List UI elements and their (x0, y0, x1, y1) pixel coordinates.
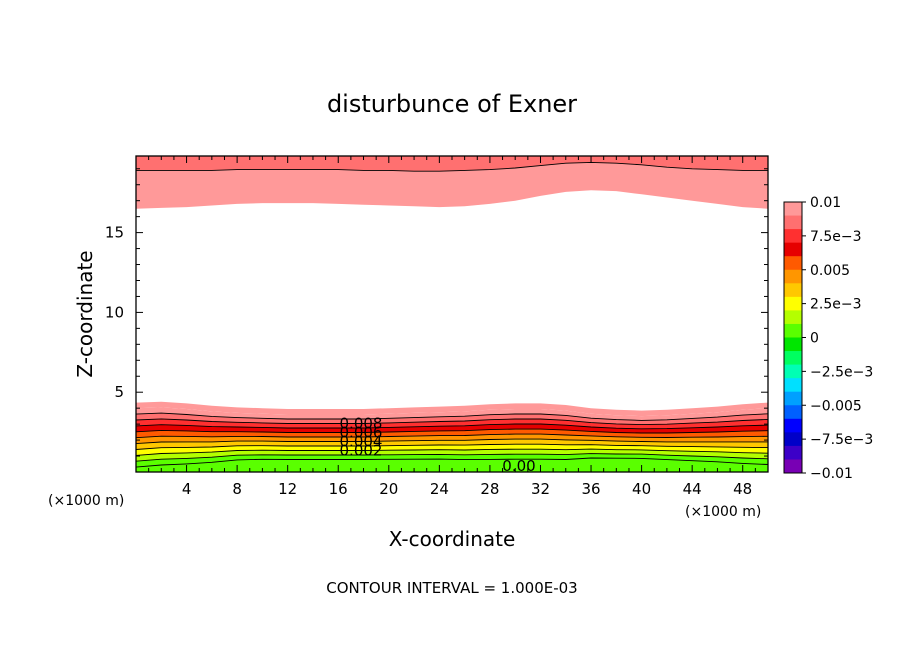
contour-label: 0.008 (340, 415, 383, 433)
colorbar-label: −0.005 (810, 398, 862, 414)
contour-label: 0.004 (340, 433, 383, 451)
contour-line (135, 453, 769, 462)
colorbar-swatch (784, 283, 802, 298)
colorbar-swatch (784, 378, 802, 393)
contour-band (136, 413, 768, 425)
contour-line (135, 448, 769, 456)
colorbar-swatch (784, 364, 802, 379)
x-tick-label: 28 (480, 480, 499, 498)
x-axis: 4 8 12 16 20 24 28 32 36 40 44 48 (148, 156, 756, 498)
colorbar-label: −2.5e−3 (810, 364, 873, 380)
colorbar-swatch (784, 337, 802, 352)
x-tick-label: 8 (232, 480, 242, 498)
contour-band (136, 424, 768, 433)
contour-line (135, 423, 769, 430)
contour-line (135, 443, 769, 450)
contour-label: 0.002 (340, 442, 383, 460)
contour-band (136, 401, 768, 417)
x-tick-label: 32 (531, 480, 550, 498)
y-tick-label: 10 (105, 303, 124, 321)
contour-line (135, 438, 768, 445)
colorbar-swatch (784, 202, 802, 216)
x-tick-label: 40 (632, 480, 651, 498)
y-axis: 5 10 15 (105, 168, 768, 457)
colorbar-swatch (784, 445, 802, 460)
y-axis-title: Z-coordinate (73, 250, 97, 377)
x-tick-label: 4 (182, 480, 192, 498)
colorbar-swatch (784, 296, 802, 311)
x-tick-label: 20 (379, 480, 398, 498)
contour-band (136, 449, 768, 462)
contour-fills (136, 156, 768, 472)
colorbar-swatch (784, 242, 802, 257)
colorbar-swatch (784, 351, 802, 365)
contour-line (135, 457, 769, 468)
x-tick-label: 44 (683, 480, 702, 498)
colorbar-swatch (784, 405, 802, 420)
colorbar-label: 0 (810, 331, 819, 347)
contour-band (136, 407, 768, 421)
contour-label: 0.006 (340, 424, 383, 442)
x-axis-title: X-coordinate (389, 527, 516, 551)
colorbar-swatch (784, 418, 802, 433)
colorbar-swatch (784, 229, 802, 244)
colorbar: 0.01 7.5e−3 0.005 2.5e−3 0 −2.5e−3 −0.005 −7.5e… (783, 195, 873, 482)
contour-line (136, 161, 768, 172)
contour-line (135, 418, 769, 426)
colorbar-label: 7.5e−3 (810, 229, 862, 245)
colorbar-label: 0.01 (810, 195, 841, 211)
colorbar-swatch (784, 269, 802, 284)
contour-band (136, 418, 768, 429)
x-axis-unit: (×1000 m) (685, 504, 761, 520)
y-tick-label: 5 (114, 383, 124, 401)
colorbar-swatch (784, 310, 802, 325)
colorbar-label: 0.005 (810, 263, 850, 279)
y-axis-unit: (×1000 m) (48, 493, 124, 509)
colorbar-label: −7.5e−3 (810, 432, 873, 448)
colorbar-swatch (784, 256, 802, 271)
colorbar-swatch (784, 323, 802, 338)
contour-line (135, 433, 769, 439)
colorbar-swatch (784, 432, 802, 447)
colorbar-label: −0.01 (810, 466, 853, 482)
x-tick-label: 36 (581, 480, 600, 498)
contour-lines (135, 161, 769, 468)
x-tick-label: 12 (278, 480, 297, 498)
y-tick-label: 15 (105, 224, 124, 242)
colorbar-swatch (784, 215, 802, 230)
x-tick-label: 48 (733, 480, 752, 498)
colorbar-swatch (784, 459, 802, 474)
colorbar-label: 2.5e−3 (810, 297, 862, 313)
contour-band (136, 156, 768, 172)
x-tick-label: 24 (430, 480, 449, 498)
chart-title: disturbunce of Exner (327, 90, 577, 118)
colorbar-swatch (784, 391, 802, 406)
contour-line (135, 428, 769, 434)
contour-band (136, 429, 768, 438)
x-tick-label: 16 (329, 480, 348, 498)
contour-line (135, 412, 769, 421)
contour-interval-note: CONTOUR INTERVAL = 1.000E-03 (326, 579, 577, 597)
